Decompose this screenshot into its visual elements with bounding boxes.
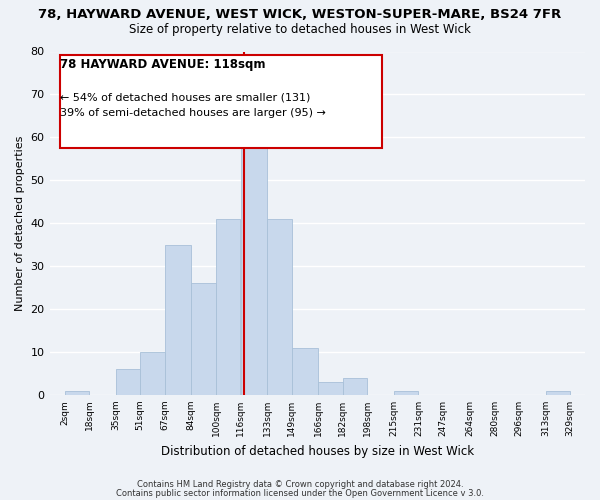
Bar xyxy=(292,348,318,395)
FancyBboxPatch shape xyxy=(60,55,382,148)
Text: Contains public sector information licensed under the Open Government Licence v : Contains public sector information licen… xyxy=(116,488,484,498)
Bar xyxy=(165,244,191,395)
Bar xyxy=(318,382,343,395)
Bar xyxy=(191,284,216,395)
Text: 78, HAYWARD AVENUE, WEST WICK, WESTON-SUPER-MARE, BS24 7FR: 78, HAYWARD AVENUE, WEST WICK, WESTON-SU… xyxy=(38,8,562,20)
Bar xyxy=(216,219,241,395)
Bar xyxy=(116,369,140,395)
Bar xyxy=(65,390,89,395)
Bar xyxy=(241,129,267,395)
Bar xyxy=(140,352,164,395)
Text: 78 HAYWARD AVENUE: 118sqm: 78 HAYWARD AVENUE: 118sqm xyxy=(60,58,266,71)
Text: ← 54% of detached houses are smaller (131)
39% of semi-detached houses are large: ← 54% of detached houses are smaller (13… xyxy=(60,92,326,118)
Bar xyxy=(267,219,292,395)
Bar xyxy=(343,378,367,395)
Text: Contains HM Land Registry data © Crown copyright and database right 2024.: Contains HM Land Registry data © Crown c… xyxy=(137,480,463,489)
Bar xyxy=(545,390,570,395)
Text: Size of property relative to detached houses in West Wick: Size of property relative to detached ho… xyxy=(129,22,471,36)
Bar xyxy=(394,390,418,395)
X-axis label: Distribution of detached houses by size in West Wick: Distribution of detached houses by size … xyxy=(161,444,474,458)
Y-axis label: Number of detached properties: Number of detached properties xyxy=(15,136,25,311)
